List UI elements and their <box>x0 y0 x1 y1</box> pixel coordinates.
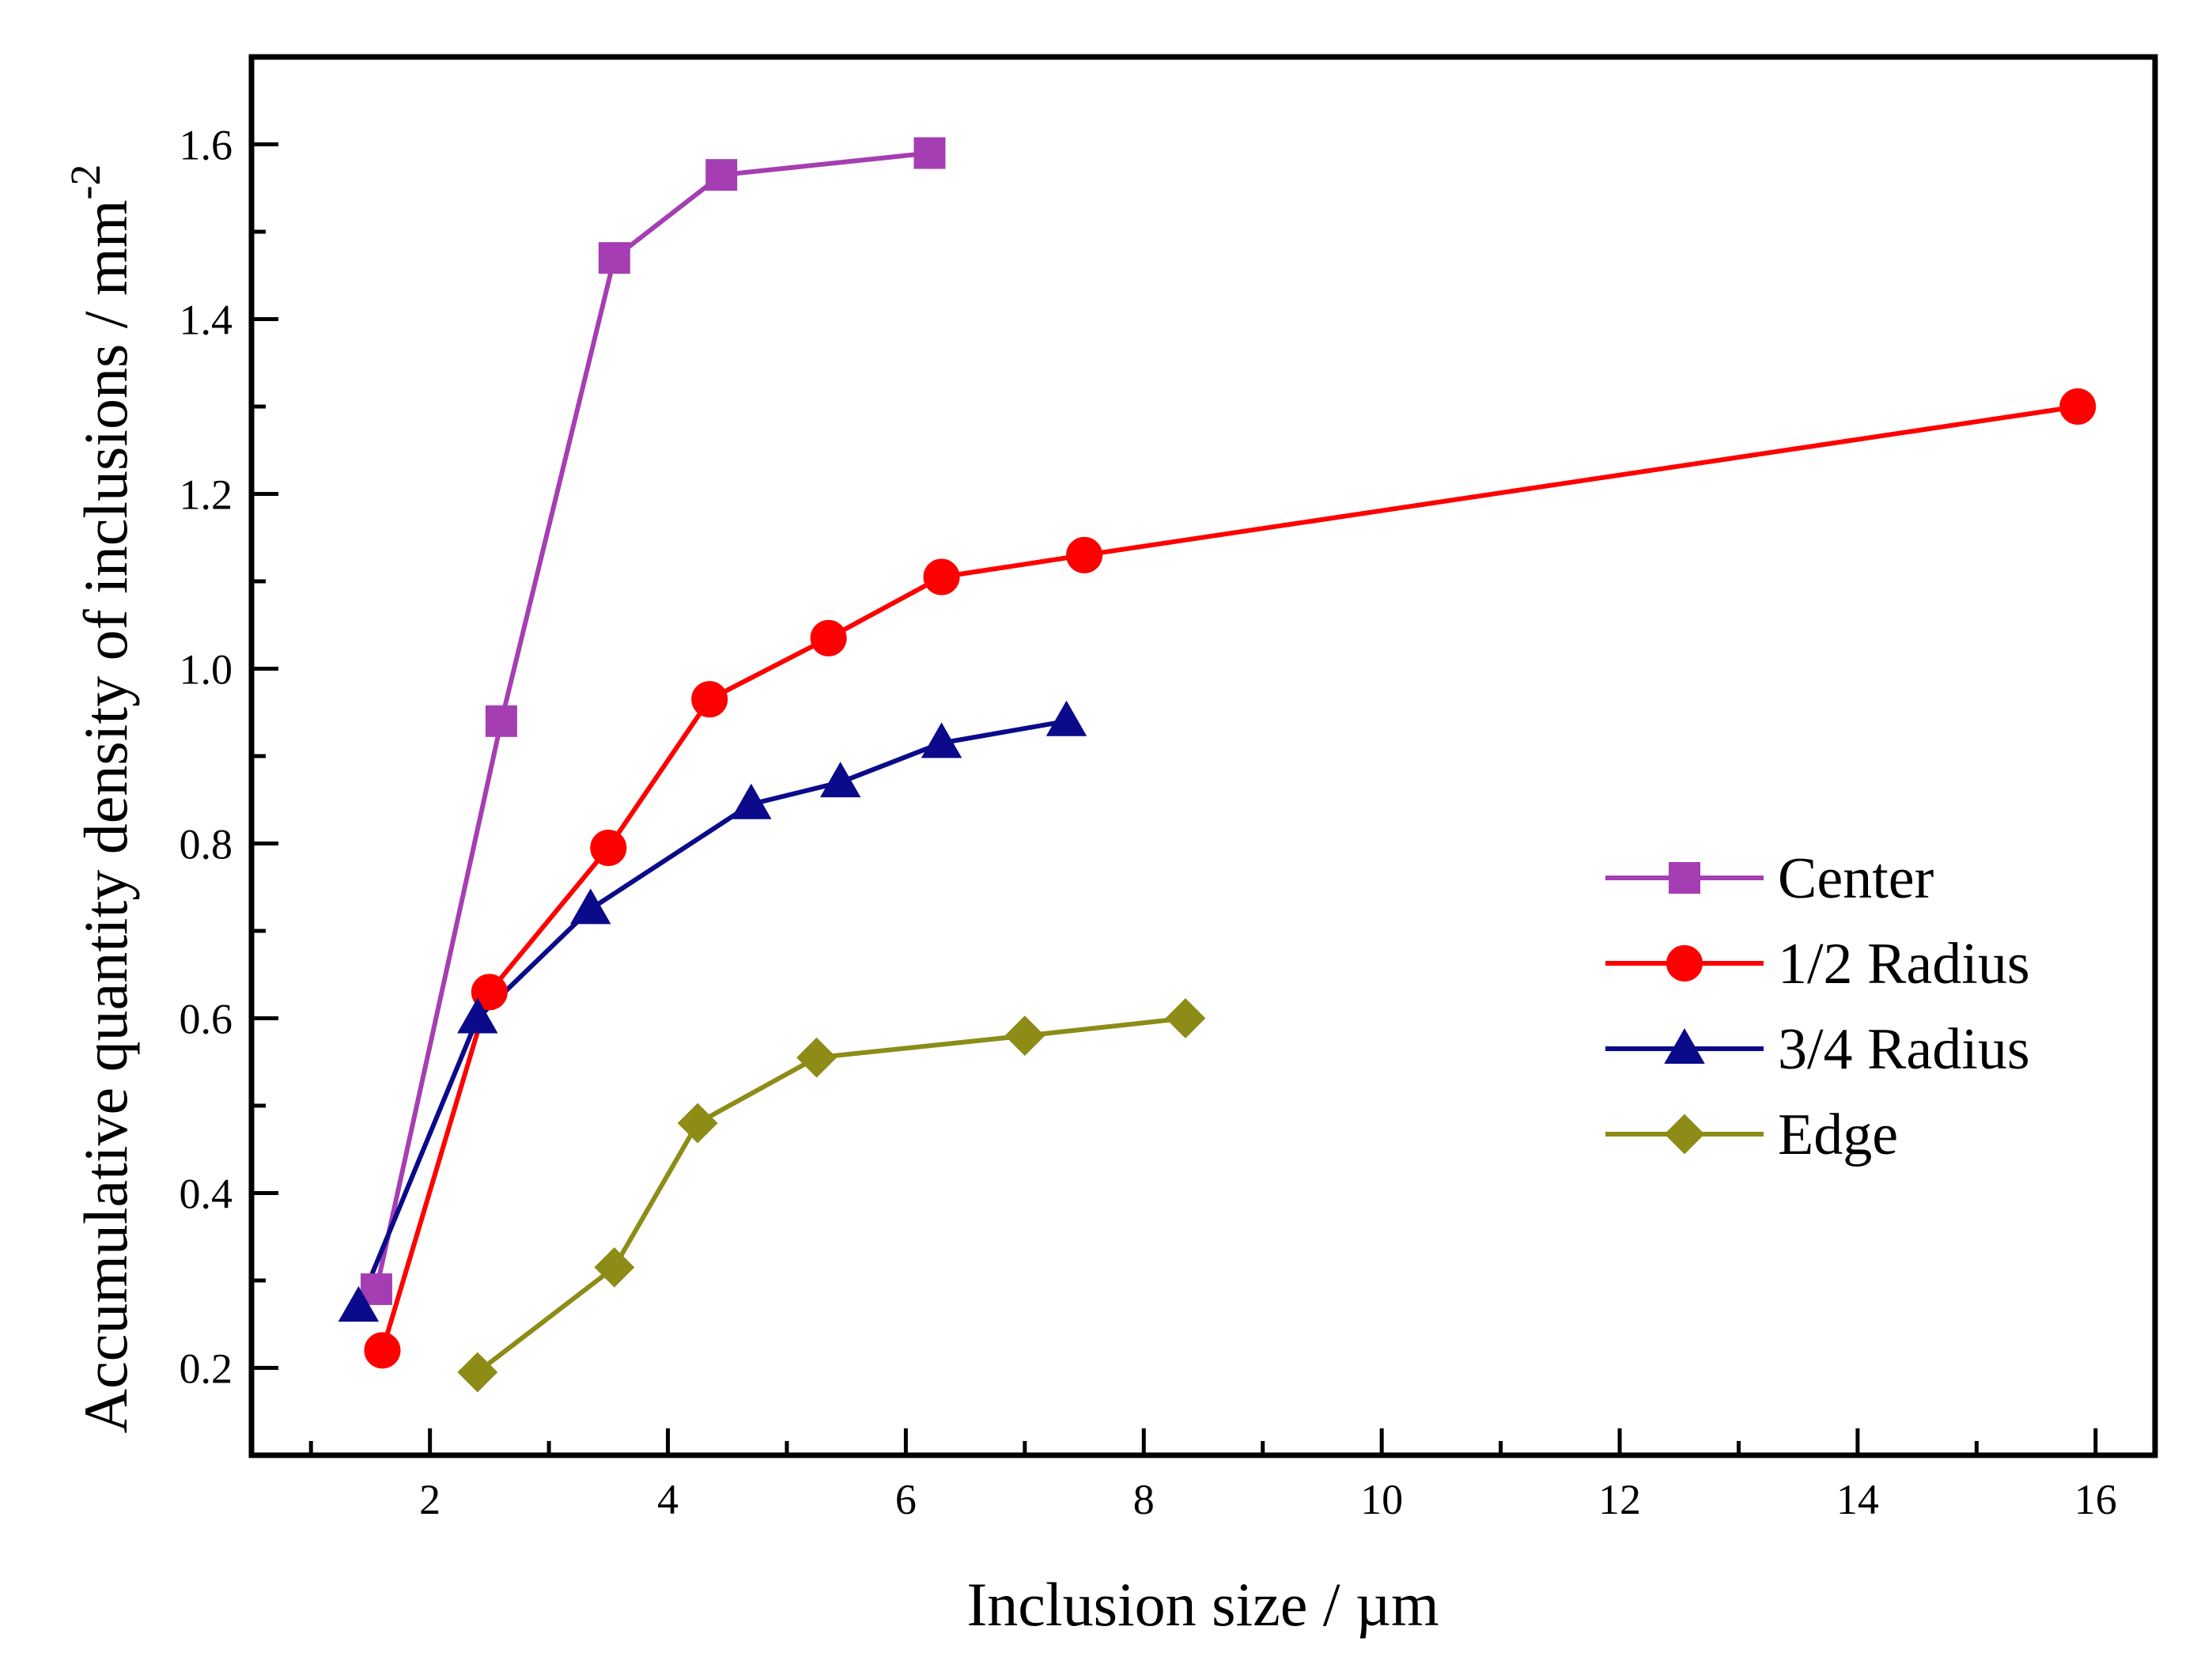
plot-frame <box>248 54 2158 1458</box>
x-tick-label: 4 <box>657 1476 679 1523</box>
data-point-3-4-radius <box>921 722 962 758</box>
data-point-center <box>913 137 946 169</box>
legend: Center 1/2 Radius 3/4 Radius Edge <box>1605 846 2030 1167</box>
data-point-1-2-radius <box>364 1332 401 1369</box>
y-axis-title-text: Accumulative quantity density of inclusi… <box>71 200 140 1434</box>
series-line-1-2-radius <box>380 404 2078 1352</box>
y-tick-label: 1.6 <box>180 122 233 169</box>
x-tick-label: 16 <box>2074 1476 2117 1523</box>
data-point-1-2-radius <box>691 681 728 718</box>
data-point-1-2-radius <box>923 558 960 596</box>
x-tick-label: 14 <box>1836 1476 1879 1523</box>
data-point-3-4-radius <box>1046 700 1087 736</box>
data-point-3-4-radius <box>819 762 861 798</box>
x-tick-label: 8 <box>1133 1476 1155 1523</box>
legend-label-3-4-radius: 3/4 Radius <box>1778 1017 2030 1082</box>
y-axis-title-superscript: -2 <box>62 165 109 200</box>
legend-label-center: Center <box>1778 846 1934 911</box>
data-point-edge <box>796 1037 837 1078</box>
y-tick-label: 0.2 <box>180 1345 233 1393</box>
data-point-center <box>360 1273 392 1306</box>
y-tick-label: 0.6 <box>180 996 233 1043</box>
series-lines <box>356 150 2078 1375</box>
y-tick-label: 1.4 <box>180 297 233 344</box>
legend-label-1-2-radius: 1/2 Radius <box>1778 932 2030 997</box>
data-point-3-4-radius <box>457 997 498 1034</box>
x-tick-label: 10 <box>1360 1476 1403 1523</box>
axis-tick-labels: 2 4 6 8 10 12 14 16 0.2 0.4 0.6 0.8 1.0 1.2 1.4 1.6 <box>180 122 2117 1524</box>
legend-label-edge: Edge <box>1778 1103 1898 1167</box>
data-point-1-2-radius <box>471 974 508 1011</box>
legend-marker-1-2-radius <box>1666 945 1703 982</box>
series-markers <box>338 137 2097 1393</box>
legend-marker-edge <box>1664 1114 1705 1155</box>
x-tick-label: 6 <box>895 1476 917 1523</box>
legend-marker-3-4-radius <box>1664 1027 1705 1064</box>
series-line-center <box>374 150 930 1290</box>
data-point-edge <box>1004 1016 1046 1057</box>
y-tick-label: 1.0 <box>180 646 233 694</box>
data-point-edge <box>1165 998 1206 1038</box>
data-point-3-4-radius <box>338 1286 380 1322</box>
x-axis-title: Inclusion size / µm <box>966 1570 1439 1639</box>
data-point-edge <box>457 1352 498 1393</box>
data-point-center <box>485 705 517 737</box>
data-point-center <box>598 242 630 274</box>
data-point-1-2-radius <box>2059 388 2097 425</box>
data-point-1-2-radius <box>590 830 627 867</box>
data-point-center <box>705 159 738 191</box>
y-axis-title: Accumulative quantity density of inclusi… <box>62 165 140 1434</box>
data-point-1-2-radius <box>810 619 847 656</box>
y-tick-label: 1.2 <box>180 471 233 519</box>
data-point-3-4-radius <box>570 888 611 925</box>
series-line-edge <box>475 1016 1186 1375</box>
data-point-3-4-radius <box>731 783 772 819</box>
x-tick-label: 12 <box>1598 1476 1641 1523</box>
data-point-edge <box>594 1247 635 1288</box>
y-tick-label: 0.4 <box>180 1171 233 1218</box>
legend-marker-center <box>1669 862 1700 894</box>
x-tick-label: 2 <box>419 1476 441 1523</box>
y-axis-title-group: Accumulative quantity density of inclusi… <box>62 165 140 1434</box>
data-point-edge <box>677 1103 718 1144</box>
series-line-3-4-radius <box>356 718 1068 1308</box>
axis-ticks <box>251 55 2098 1455</box>
y-tick-label: 0.8 <box>180 821 233 868</box>
data-point-1-2-radius <box>1066 536 1103 573</box>
